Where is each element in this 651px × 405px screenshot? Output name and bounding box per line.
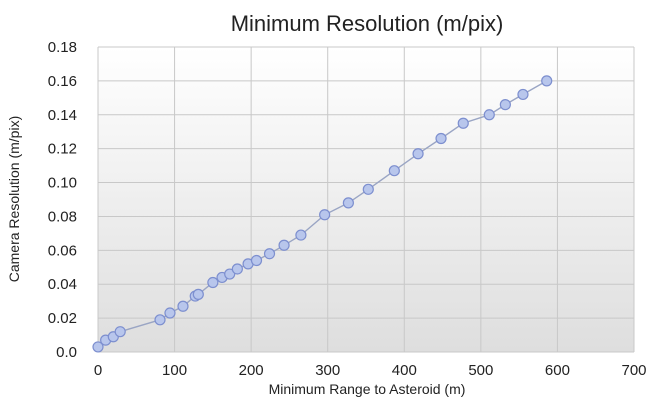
y-axis-ticks: 0.0 0.02 0.04 0.06 0.08 0.10 0.12 0.14 0.16 0.18 <box>48 39 77 361</box>
x-tick-label: 0 <box>94 362 102 379</box>
data-point <box>92 341 104 353</box>
gridlines <box>97 46 635 353</box>
x-tick-label: 300 <box>315 362 340 379</box>
data-point <box>192 288 204 300</box>
x-axis-label: Minimum Range to Asteroid (m) <box>269 381 466 397</box>
data-point <box>457 117 469 129</box>
x-tick-label: 400 <box>392 362 417 379</box>
data-point <box>483 109 495 121</box>
data-point <box>177 300 189 312</box>
data-series <box>92 75 553 353</box>
y-tick-label: 0.14 <box>48 107 77 124</box>
y-tick-label: 0.06 <box>48 242 77 259</box>
chart-title: Minimum Resolution (m/pix) <box>231 11 504 36</box>
data-point <box>319 209 331 221</box>
data-point <box>499 99 511 111</box>
data-point <box>114 326 126 338</box>
data-point <box>224 268 236 280</box>
x-tick-label: 100 <box>162 362 187 379</box>
x-tick-label: 500 <box>468 362 493 379</box>
data-point <box>207 276 219 289</box>
y-tick-label: 0.16 <box>48 73 77 90</box>
data-point <box>250 254 263 267</box>
y-tick-label: 0.12 <box>48 141 77 158</box>
data-point <box>388 165 400 177</box>
data-point <box>164 307 176 319</box>
x-axis-ticks: 0 100 200 300 400 500 600 700 <box>94 362 647 379</box>
data-point <box>362 183 374 195</box>
data-point <box>263 248 276 260</box>
y-axis-label: Camera Resolution (m/pix) <box>6 116 22 283</box>
x-tick-label: 600 <box>545 362 570 379</box>
data-point <box>154 314 166 326</box>
y-tick-label: 0.18 <box>48 39 77 56</box>
y-tick-label: 0.02 <box>48 310 77 327</box>
y-tick-label: 0.10 <box>48 175 77 192</box>
data-point <box>295 229 307 241</box>
data-point <box>541 75 553 87</box>
data-point <box>412 148 424 160</box>
plot-area <box>98 47 634 352</box>
data-point <box>435 132 447 145</box>
data-point <box>342 197 354 209</box>
x-tick-label: 200 <box>239 362 264 379</box>
data-point <box>517 88 529 101</box>
y-tick-label: 0.08 <box>48 208 77 225</box>
x-tick-label: 700 <box>621 362 646 379</box>
y-tick-label: 0.04 <box>48 276 77 293</box>
y-tick-label: 0.0 <box>56 344 77 361</box>
data-point <box>278 239 290 251</box>
data-point <box>231 263 243 275</box>
